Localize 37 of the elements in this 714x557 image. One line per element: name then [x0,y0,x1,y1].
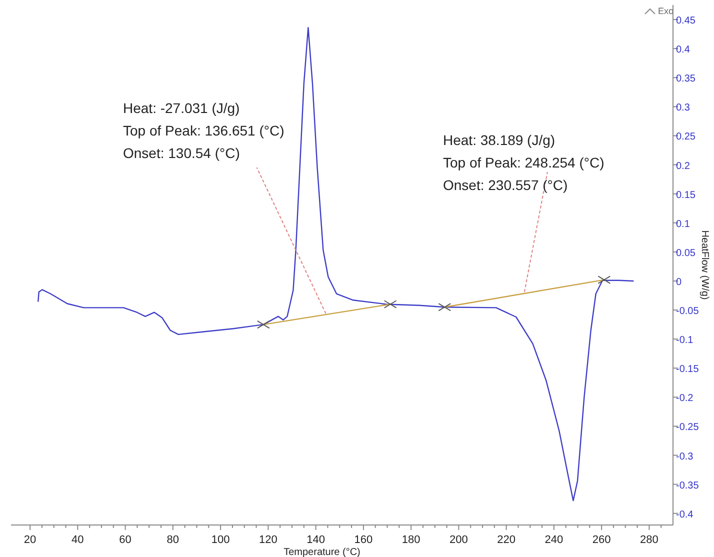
x-tick-label: 40 [72,534,84,546]
x-tick-label: 80 [166,534,180,546]
x-tick-label: 240 [544,534,564,546]
x-tick-label: 280 [640,534,658,546]
y-tick-label: 0.2 [676,160,690,172]
x-tick-label: 180 [402,534,420,546]
x-tick-label: 120 [259,534,278,546]
y-tick-label: -0.3 [676,451,694,462]
y-tick-label: 0.25 [676,132,696,143]
x-tick-label: 200 [450,534,468,546]
y-tick-label: 0.1 [676,218,690,230]
x-tick-label: 260 [592,534,611,546]
y-tick-label: 0.15 [676,190,696,201]
y-tick-label: -0.2 [676,393,694,404]
x-tick-label: 140 [306,534,325,546]
x-tick-label: 160 [354,534,373,546]
y-tick-label: -0.25 [676,422,700,434]
y-tick-label: -0.4 [676,509,694,520]
y-tick-label: -0.1 [676,335,694,346]
x-axis-title: Temperature (°C) [284,547,360,557]
y-axis-title: HeatFlow (W/g) [699,230,710,300]
line-series [38,27,634,502]
y-tick-label: 0.3 [676,102,690,114]
y-tick-label: -0.05 [676,306,700,318]
y-tick-label: 0.4 [676,44,690,56]
x-tick-label: 220 [497,534,516,546]
x-tick-label: 20 [24,534,36,546]
x-tick-label: 60 [119,534,132,546]
y-tick-label: -0.35 [676,480,700,492]
y-tick-label: -0.15 [676,364,700,376]
y-tick-label: 0.35 [676,74,696,85]
y-tick-label: 0.45 [676,16,696,27]
annotation: Heat: 38.189 (J/g) Top of Peak: 248.254 (°C) Onset: 230.557 (°C) [443,132,604,193]
y-tick-label: 0.05 [676,248,696,259]
annotation: Heat: -27.031 (J/g) Top of Peak: 136.651 (°C) Onset: 130.54 (°C) [123,100,284,161]
y-tick-label: 0 [676,276,682,288]
x-tick-label: 100 [211,534,230,546]
